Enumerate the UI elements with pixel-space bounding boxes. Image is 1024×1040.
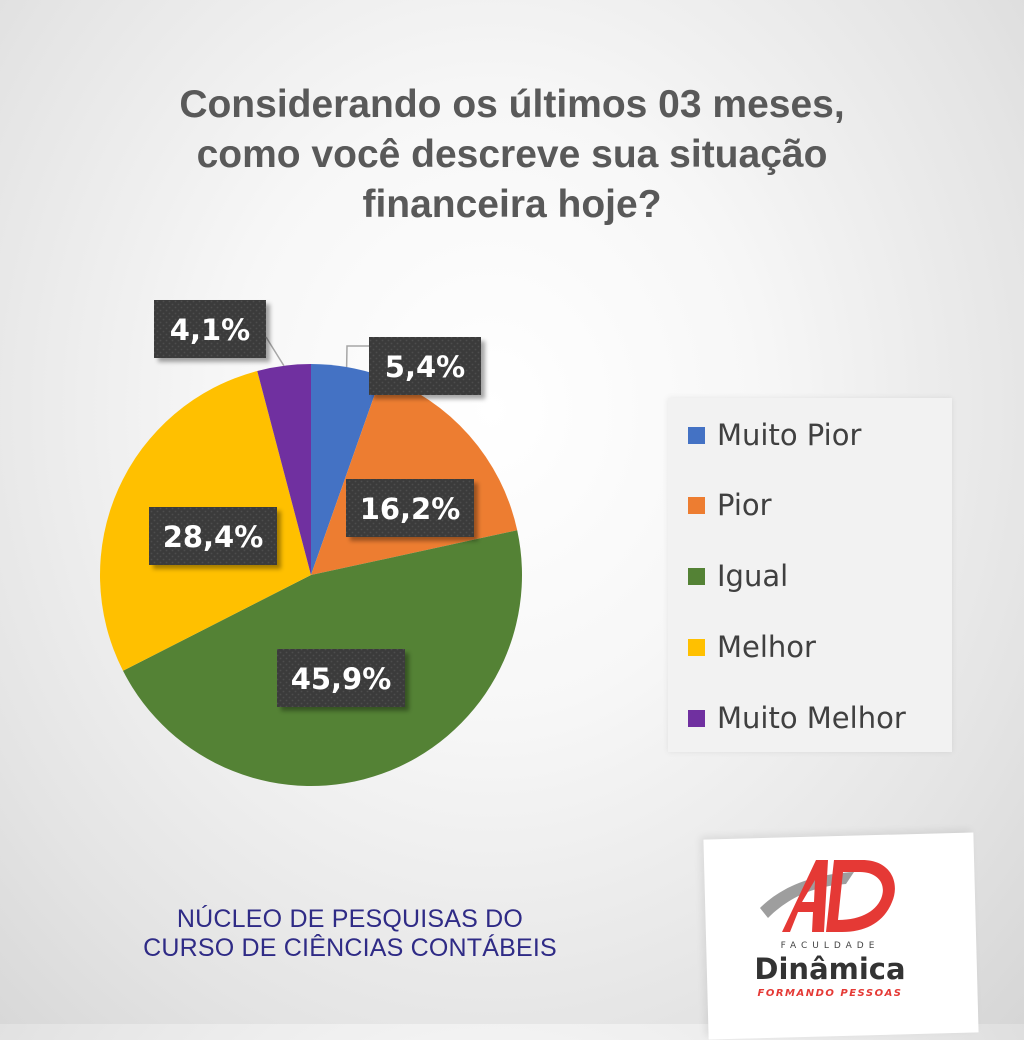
- data-label-box-muito-pior: [369, 337, 481, 395]
- leader-line-muito-melhor: [265, 336, 285, 367]
- caption-line-1: NÚCLEO DE PESQUISAS DO: [176, 905, 524, 933]
- legend-label-muito-melhor: Muito Melhor: [717, 701, 906, 735]
- data-label-muito-pior: 5,4%: [385, 350, 465, 384]
- legend-item-igual: Igual: [688, 556, 788, 596]
- chart-title-line-2: como você descreve sua situação: [196, 133, 828, 176]
- data-label-box-pior: [346, 479, 474, 537]
- logo-mark-red-d: [826, 860, 895, 932]
- legend-swatch-muito-melhor: [688, 709, 705, 727]
- legend-item-muito-melhor: Muito Melhor: [688, 698, 906, 738]
- data-label-melhor: 28,4%: [163, 520, 264, 554]
- legend-label-melhor: Melhor: [717, 630, 816, 664]
- logo-mark-red-a: [782, 860, 828, 932]
- logo-tagline: FORMANDO PESSOAS: [757, 988, 903, 999]
- data-label-box-igual: [277, 649, 405, 707]
- legend-swatch-melhor: [688, 638, 705, 656]
- legend-swatch-muito-pior: [688, 426, 705, 444]
- data-label-muito-melhor: 4,1%: [170, 313, 250, 347]
- logo-small-text: FACULDADE: [780, 941, 880, 951]
- legend-swatch-igual: [688, 567, 705, 585]
- chart-title-line-3: financeira hoje?: [362, 183, 662, 226]
- legend-item-melhor: Melhor: [688, 627, 816, 667]
- legend-label-pior: Pior: [717, 488, 772, 522]
- chart-title: Considerando os últimos 03 meses, como v…: [70, 80, 954, 230]
- caption-line-2: CURSO DE CIÊNCIAS CONTÁBEIS: [143, 934, 557, 962]
- data-label-pior: 16,2%: [360, 492, 461, 526]
- faculdade-dinamica-logo-icon: [760, 860, 895, 932]
- research-group-caption: NÚCLEO DE PESQUISAS DO CURSO DE CIÊNCIAS…: [120, 905, 580, 963]
- chart-title-line-1: Considerando os últimos 03 meses,: [179, 83, 845, 126]
- legend-item-pior: Pior: [688, 485, 772, 525]
- logo-mark-gray-swoosh: [760, 872, 854, 918]
- data-label-box-muito-melhor: [154, 300, 266, 358]
- pie-slice-muito-melhor: [257, 364, 311, 575]
- legend-item-muito-pior: Muito Pior: [688, 415, 861, 455]
- logo-name: Dinâmica: [754, 952, 906, 986]
- legend-label-igual: Igual: [717, 559, 789, 593]
- pie-slice-muito-pior: [311, 364, 382, 575]
- leader-line-muito-pior: [345, 345, 369, 368]
- legend-label-muito-pior: Muito Pior: [717, 418, 862, 452]
- legend-swatch-pior: [688, 496, 705, 514]
- data-label-box-melhor: [149, 507, 277, 565]
- chart-legend: Muito Pior Pior Igual Melhor Muito Melho…: [668, 398, 952, 752]
- data-label-igual: 45,9%: [291, 662, 392, 696]
